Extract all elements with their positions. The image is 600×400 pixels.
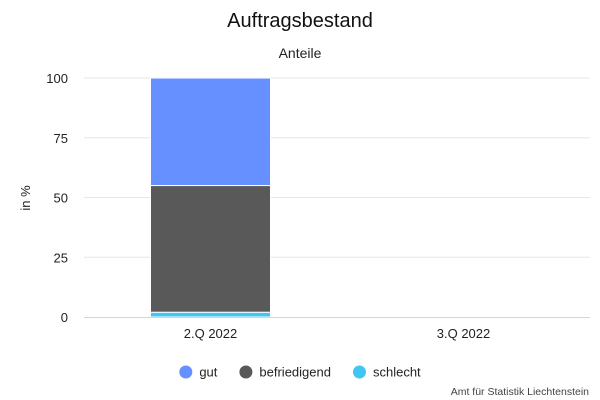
chart-title: Auftragsbestand xyxy=(227,10,373,32)
legend-item-schlecht[interactable]: schlecht xyxy=(352,365,421,380)
legend-item-befriedigend[interactable]: befriedigend xyxy=(239,365,331,380)
legend-item-gut[interactable]: gut xyxy=(179,365,218,380)
y-axis-label: in % xyxy=(18,185,33,211)
y-tick-label: 0 xyxy=(61,310,68,325)
bar-segment-befriedigend[interactable] xyxy=(150,185,271,313)
y-tick-label: 75 xyxy=(54,131,68,146)
legend-marker xyxy=(239,365,253,379)
legend-marker xyxy=(179,365,193,379)
y-tick-label: 100 xyxy=(46,71,68,86)
chart-credits[interactable]: Amt für Statistik Liechtenstein xyxy=(451,386,589,398)
y-tick-label: 25 xyxy=(54,250,68,265)
legend-label: gut xyxy=(199,365,217,380)
legend-marker xyxy=(352,365,366,379)
legend-label: befriedigend xyxy=(259,365,331,380)
bars xyxy=(150,77,271,318)
bar-segment-gut[interactable] xyxy=(150,77,271,187)
y-tick-label: 50 xyxy=(54,191,68,206)
bar-segment-schlecht[interactable] xyxy=(150,311,271,318)
chart-subtitle: Anteile xyxy=(279,45,322,61)
legend-label: schlecht xyxy=(373,365,421,380)
y-axis-ticks: 0 25 50 75 100 xyxy=(46,71,68,325)
x-axis-ticks: 2.Q 2022 3.Q 2022 xyxy=(184,326,491,341)
legend: gut befriedigend schlecht xyxy=(179,365,421,380)
x-tick-label: 2.Q 2022 xyxy=(184,326,238,341)
x-tick-label: 3.Q 2022 xyxy=(437,326,491,341)
